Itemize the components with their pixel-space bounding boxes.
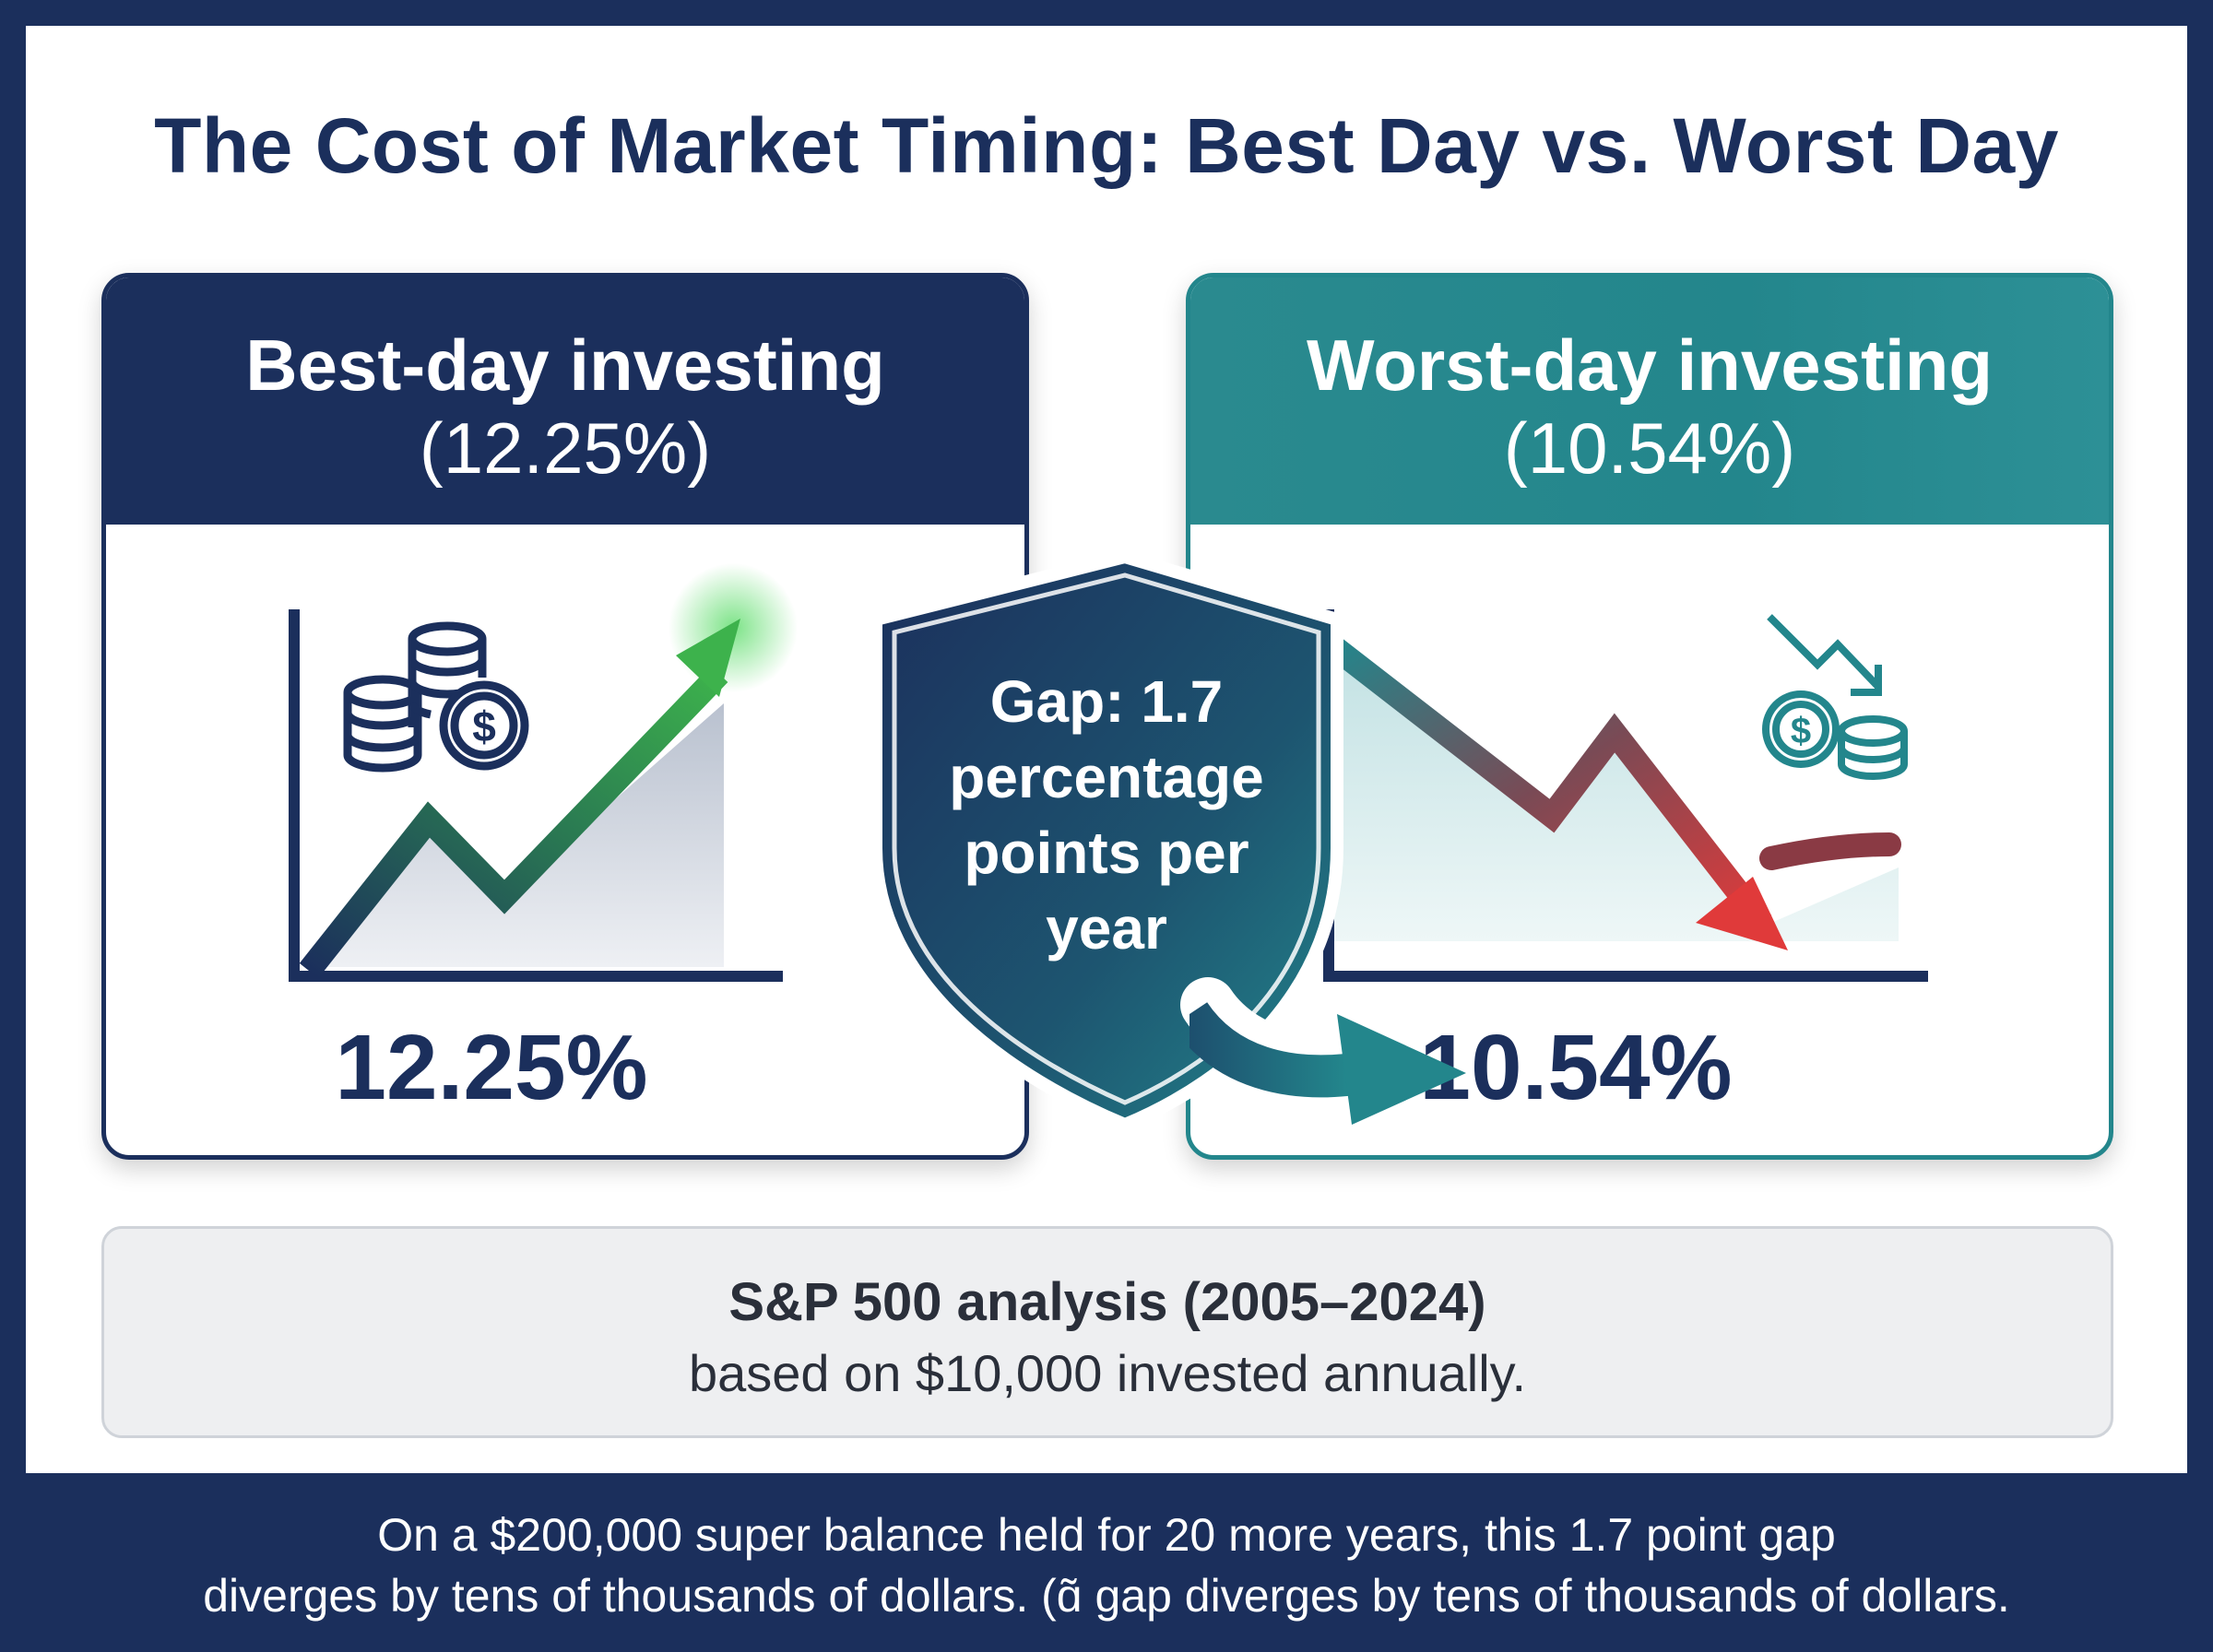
worst-trend-line bbox=[1323, 634, 1772, 930]
down-arrow-head-icon bbox=[1696, 877, 1788, 950]
analysis-note-title: S&P 500 analysis (2005–2024) bbox=[728, 1272, 1486, 1332]
analysis-note-box: S&P 500 analysis (2005–2024) based on $1… bbox=[101, 1226, 2113, 1438]
best-day-heading-value: (12.25%) bbox=[419, 407, 712, 489]
footer-line-2: diverges by tens of thousands of dollars… bbox=[203, 1570, 2010, 1622]
gap-text-line-1: Gap: 1.7 bbox=[989, 668, 1224, 735]
gap-text-line-4: year bbox=[1046, 895, 1167, 962]
best-chart-axes bbox=[289, 609, 783, 982]
worst-day-card: Worst-day investing (10.54%) $ bbox=[1186, 273, 2113, 1160]
gap-text-line-3: points per bbox=[964, 820, 1249, 886]
worst-day-heading: Worst-day investing bbox=[1306, 324, 1993, 406]
best-day-value: 12.25% bbox=[335, 1016, 648, 1119]
best-day-heading: Best-day investing bbox=[245, 324, 885, 406]
gap-text-line-2: percentage bbox=[949, 744, 1264, 810]
best-day-header: Best-day investing (12.25%) bbox=[106, 277, 1024, 525]
up-arrow-head-icon bbox=[676, 619, 740, 697]
page-title: The Cost of Market Timing: Best Day vs. … bbox=[154, 102, 2059, 189]
best-trend-line bbox=[299, 665, 728, 979]
coins-dollar-down-icon: $ bbox=[1762, 614, 1908, 780]
footer-caption: On a $200,000 super balance held for 20 … bbox=[0, 1504, 2213, 1626]
worst-day-heading-value: (10.54%) bbox=[1503, 407, 1796, 489]
svg-text:$: $ bbox=[472, 702, 496, 750]
gap-text: Gap: 1.7 percentage points per year bbox=[913, 664, 1300, 966]
worst-tail-line bbox=[1759, 832, 1901, 870]
svg-text:$: $ bbox=[1791, 711, 1811, 751]
coins-dollar-icon: $ bbox=[343, 621, 529, 773]
worst-day-value: 10.54% bbox=[1419, 1016, 1733, 1119]
best-area-fill bbox=[327, 703, 724, 967]
gap-arrow-icon bbox=[1189, 1001, 1466, 1125]
footer-line-1: On a $200,000 super balance held for 20 … bbox=[377, 1509, 1836, 1561]
analysis-note-subtitle: based on $10,000 invested annually. bbox=[688, 1344, 1527, 1402]
worst-area-fill bbox=[1329, 628, 1899, 941]
best-day-chart: $ bbox=[289, 563, 798, 982]
worst-day-header: Worst-day investing (10.54%) bbox=[1190, 277, 2109, 525]
shield-inner-border bbox=[892, 572, 1321, 1105]
